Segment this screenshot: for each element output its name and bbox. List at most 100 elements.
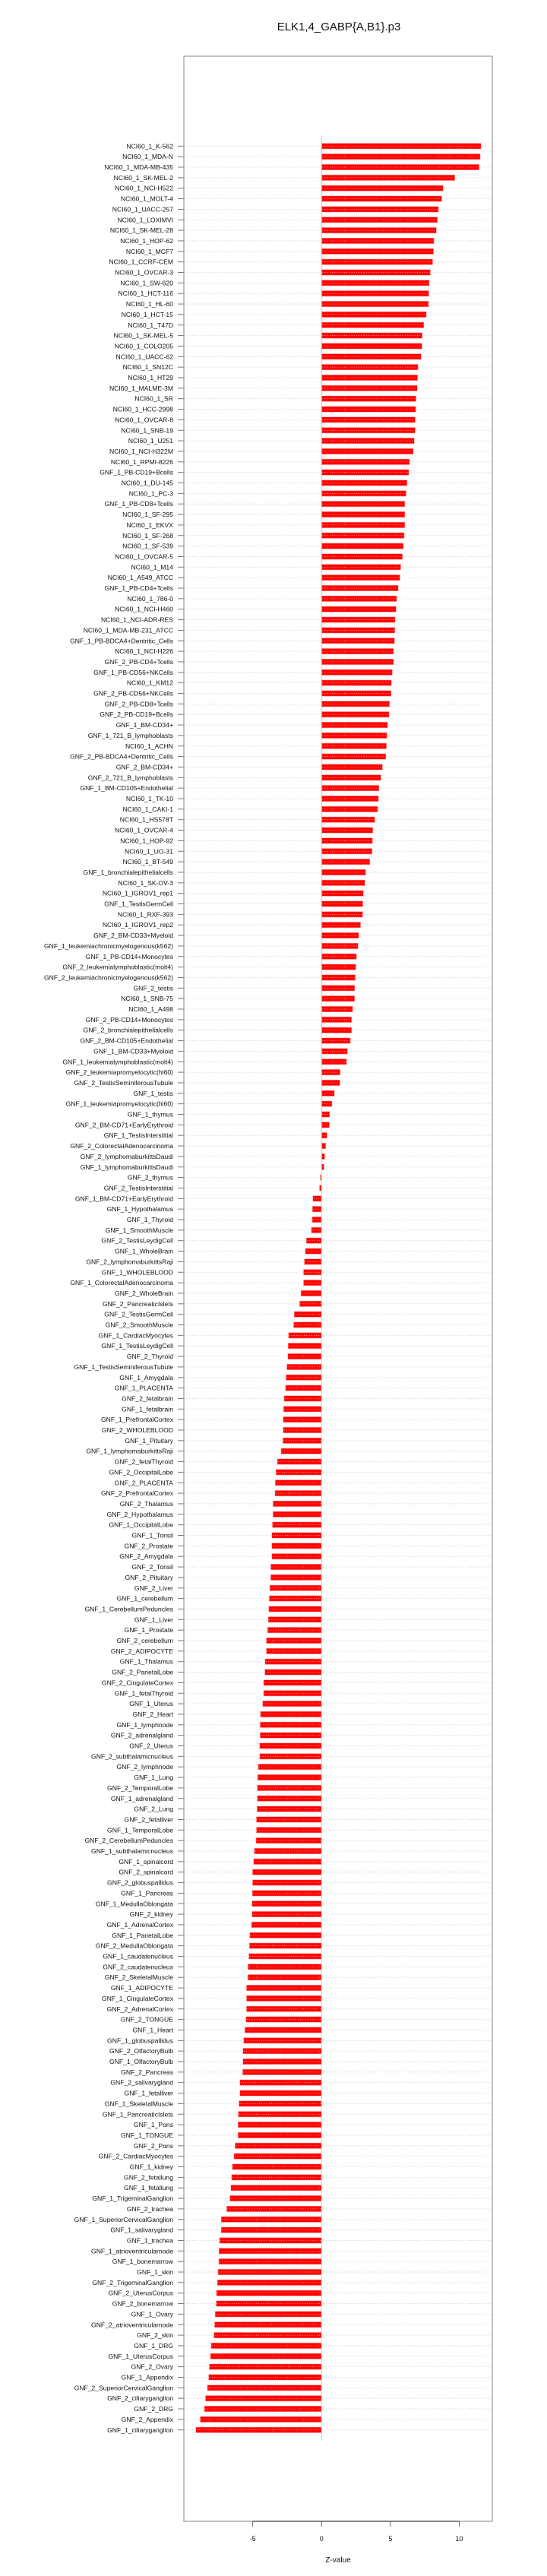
- category-label: GNF_2_PancreaticIslets: [103, 1300, 173, 1308]
- bar: [239, 2100, 322, 2107]
- category-label: GNF_1_ciliaryganglion: [107, 2426, 173, 2434]
- category-label: GNF_2_BM-CD33+Myeloid: [93, 932, 173, 939]
- bar: [253, 1858, 322, 1865]
- category-label: NCI60_1_MALME-3M: [109, 385, 173, 392]
- category-label: NCI60_1_HOP-62: [120, 237, 173, 245]
- category-label: GNF_1_bronchialepithelialcells: [84, 869, 173, 876]
- category-label: GNF_1_fetalbrain: [122, 1405, 173, 1413]
- category-label: GNF_2_PB-CD4+Tcells: [104, 658, 173, 666]
- category-label: GNF_2_Uterus: [129, 1742, 173, 1750]
- category-label: GNF_2_bonemarrow: [112, 2300, 174, 2308]
- bar: [300, 1290, 322, 1296]
- category-label: NCI60_1_EKVX: [126, 521, 173, 529]
- category-label: GNF_1_Pancreas: [121, 1889, 173, 1897]
- category-label: NCI60_1_TK-10: [126, 795, 173, 802]
- category-label: GNF_1_bonemarrow: [112, 2258, 174, 2265]
- category-label: GNF_1_SkeletalMuscle: [105, 2100, 173, 2107]
- category-label: GNF_1_PB-CD19+Bcells: [100, 469, 173, 476]
- category-label: GNF_2_subthalamicnucleus: [91, 1752, 173, 1760]
- category-label: NCI60_1_MCF7: [126, 248, 173, 255]
- category-label: GNF_2_TestisSeminiferousTubule: [74, 1079, 173, 1087]
- category-label: GNF_2_SuperiorCervicalGanglion: [74, 2384, 174, 2391]
- category-label: NCI60_1_HS578T: [120, 816, 174, 824]
- category-labels: NCI60_1_K-562 NCI60_1_MDA-N NCI60_1_MDA-MB…: [44, 142, 184, 2434]
- category-label: NCI60_1_SF-539: [122, 543, 173, 550]
- category-label: NCI60_1_UACC-257: [112, 205, 173, 213]
- bar: [321, 427, 416, 434]
- category-label: NCI60_1_PC-3: [129, 489, 173, 497]
- bar: [283, 1395, 322, 1402]
- category-label: GNF_2_TemporalLobe: [107, 1784, 173, 1792]
- category-label: NCI60_1_CCRF-CEM: [109, 258, 173, 266]
- category-label: GNF_1_PancreaticIslets: [103, 2110, 173, 2118]
- category-label: GNF_1_caudatenucleus: [103, 1953, 173, 1960]
- category-label: GNF_1_SmoothMuscle: [106, 1226, 174, 1234]
- bar: [259, 1742, 322, 1749]
- category-label: GNF_2_Hypothalamus: [107, 1511, 173, 1518]
- category-label: GNF_2_TONGUE: [121, 2016, 173, 2024]
- category-label: NCI60_1_OVCAR-3: [115, 269, 173, 277]
- category-label: GNF_2_PrefrontalCortex: [101, 1489, 174, 1497]
- category-label: GNF_1_TestisSeminiferousTubule: [74, 1363, 173, 1371]
- category-label: GNF_2_PLACENTA: [115, 1479, 173, 1486]
- category-label: GNF_1_atrioventricularnode: [91, 2247, 173, 2255]
- bar: [229, 2195, 322, 2202]
- category-label: NCI60_1_SR: [134, 395, 173, 403]
- category-label: GNF_1_UterusCorpus: [109, 2353, 174, 2360]
- category-label: GNF_2_Lung: [134, 1805, 173, 1813]
- category-label: NCI60_1_SNB-19: [121, 426, 173, 434]
- bar: [219, 2237, 322, 2244]
- category-label: GNF_1_fetalThyroid: [115, 1689, 174, 1697]
- category-label: GNF_1_Lung: [134, 1774, 173, 1781]
- category-label: GNF_1_Pituitary: [125, 1437, 173, 1445]
- bar: [321, 564, 401, 571]
- x-tick-label: 10: [455, 2535, 463, 2543]
- category-label: GNF_1_ParietalLobe: [112, 1932, 173, 1939]
- bar: [287, 1343, 322, 1350]
- category-label: GNF_1_AdrenalCortex: [107, 1921, 174, 1929]
- category-label: GNF_2_spinalcord: [119, 1869, 173, 1876]
- category-label: NCI60_1_786-0: [127, 595, 173, 603]
- category-label: GNF_2_fetalThyroid: [115, 1458, 174, 1466]
- category-label: GNF_2_CingulateCortex: [102, 1679, 174, 1686]
- category-label: NCI60_1_UACC-62: [116, 353, 174, 360]
- bar: [321, 237, 435, 244]
- chart-title: ELK1,4_GABP{A,B1}.p3: [277, 21, 401, 33]
- bar: [286, 1363, 322, 1370]
- category-label: GNF_2_leukemialymphoblastic(molt4): [62, 964, 173, 971]
- category-label: GNF_2_WholeBrain: [115, 1290, 173, 1297]
- bar: [269, 1595, 322, 1602]
- category-label: NCI60_1_LOXIMVI: [117, 216, 173, 223]
- category-label: GNF_2_CerebellumPeduncles: [84, 1837, 173, 1844]
- bar: [321, 1143, 326, 1150]
- category-label: GNF_1_adrenalgland: [111, 1795, 173, 1802]
- category-label: GNF_1_BM-CD71+EarlyErythroid: [75, 1195, 173, 1202]
- bar: [321, 501, 406, 508]
- plot-frame: [183, 55, 493, 2522]
- category-label: GNF_2_ParietalLobe: [112, 1669, 173, 1676]
- bar: [267, 1616, 322, 1623]
- category-label: GNF_2_Appendix: [122, 2416, 174, 2423]
- bar: [195, 2426, 322, 2433]
- category-label: GNF_1_CingulateCortex: [102, 1995, 174, 2002]
- bar: [321, 521, 406, 528]
- category-label: GNF_1_TestisGermCell: [104, 900, 173, 908]
- category-label: GNF_2_BM-CD71+EarlyErythroid: [75, 1121, 173, 1128]
- bar: [252, 1879, 322, 1886]
- category-label: NCI60_1_UO-31: [125, 847, 173, 855]
- category-label: GNF_2_TestisLeydigCell: [101, 1237, 173, 1245]
- category-label: GNF_1_ADIPOCYTE: [111, 1984, 173, 1992]
- category-label: GNF_2_721_B_lymphoblasts: [88, 774, 173, 781]
- category-label: NCI60_1_SK-MEL-28: [110, 226, 173, 234]
- bar: [321, 143, 482, 150]
- bar: [272, 1500, 322, 1507]
- category-label: NCI60_1_SNB-75: [121, 995, 173, 1002]
- category-label: NCI60_1_SK-MEL-5: [114, 332, 174, 340]
- category-label: GNF_2_TrigeminalGanglion: [92, 2279, 173, 2286]
- category-label: GNF_1_TONGUE: [121, 2131, 173, 2139]
- category-label: GNF_1_Amygdala: [119, 1374, 173, 1381]
- category-label: GNF_1_TrigeminalGanglion: [92, 2195, 173, 2202]
- category-label: NCI60_1_NCI-H226: [115, 647, 173, 655]
- category-label: NCI60_1_MDA-N: [122, 153, 173, 160]
- bar: [321, 511, 406, 518]
